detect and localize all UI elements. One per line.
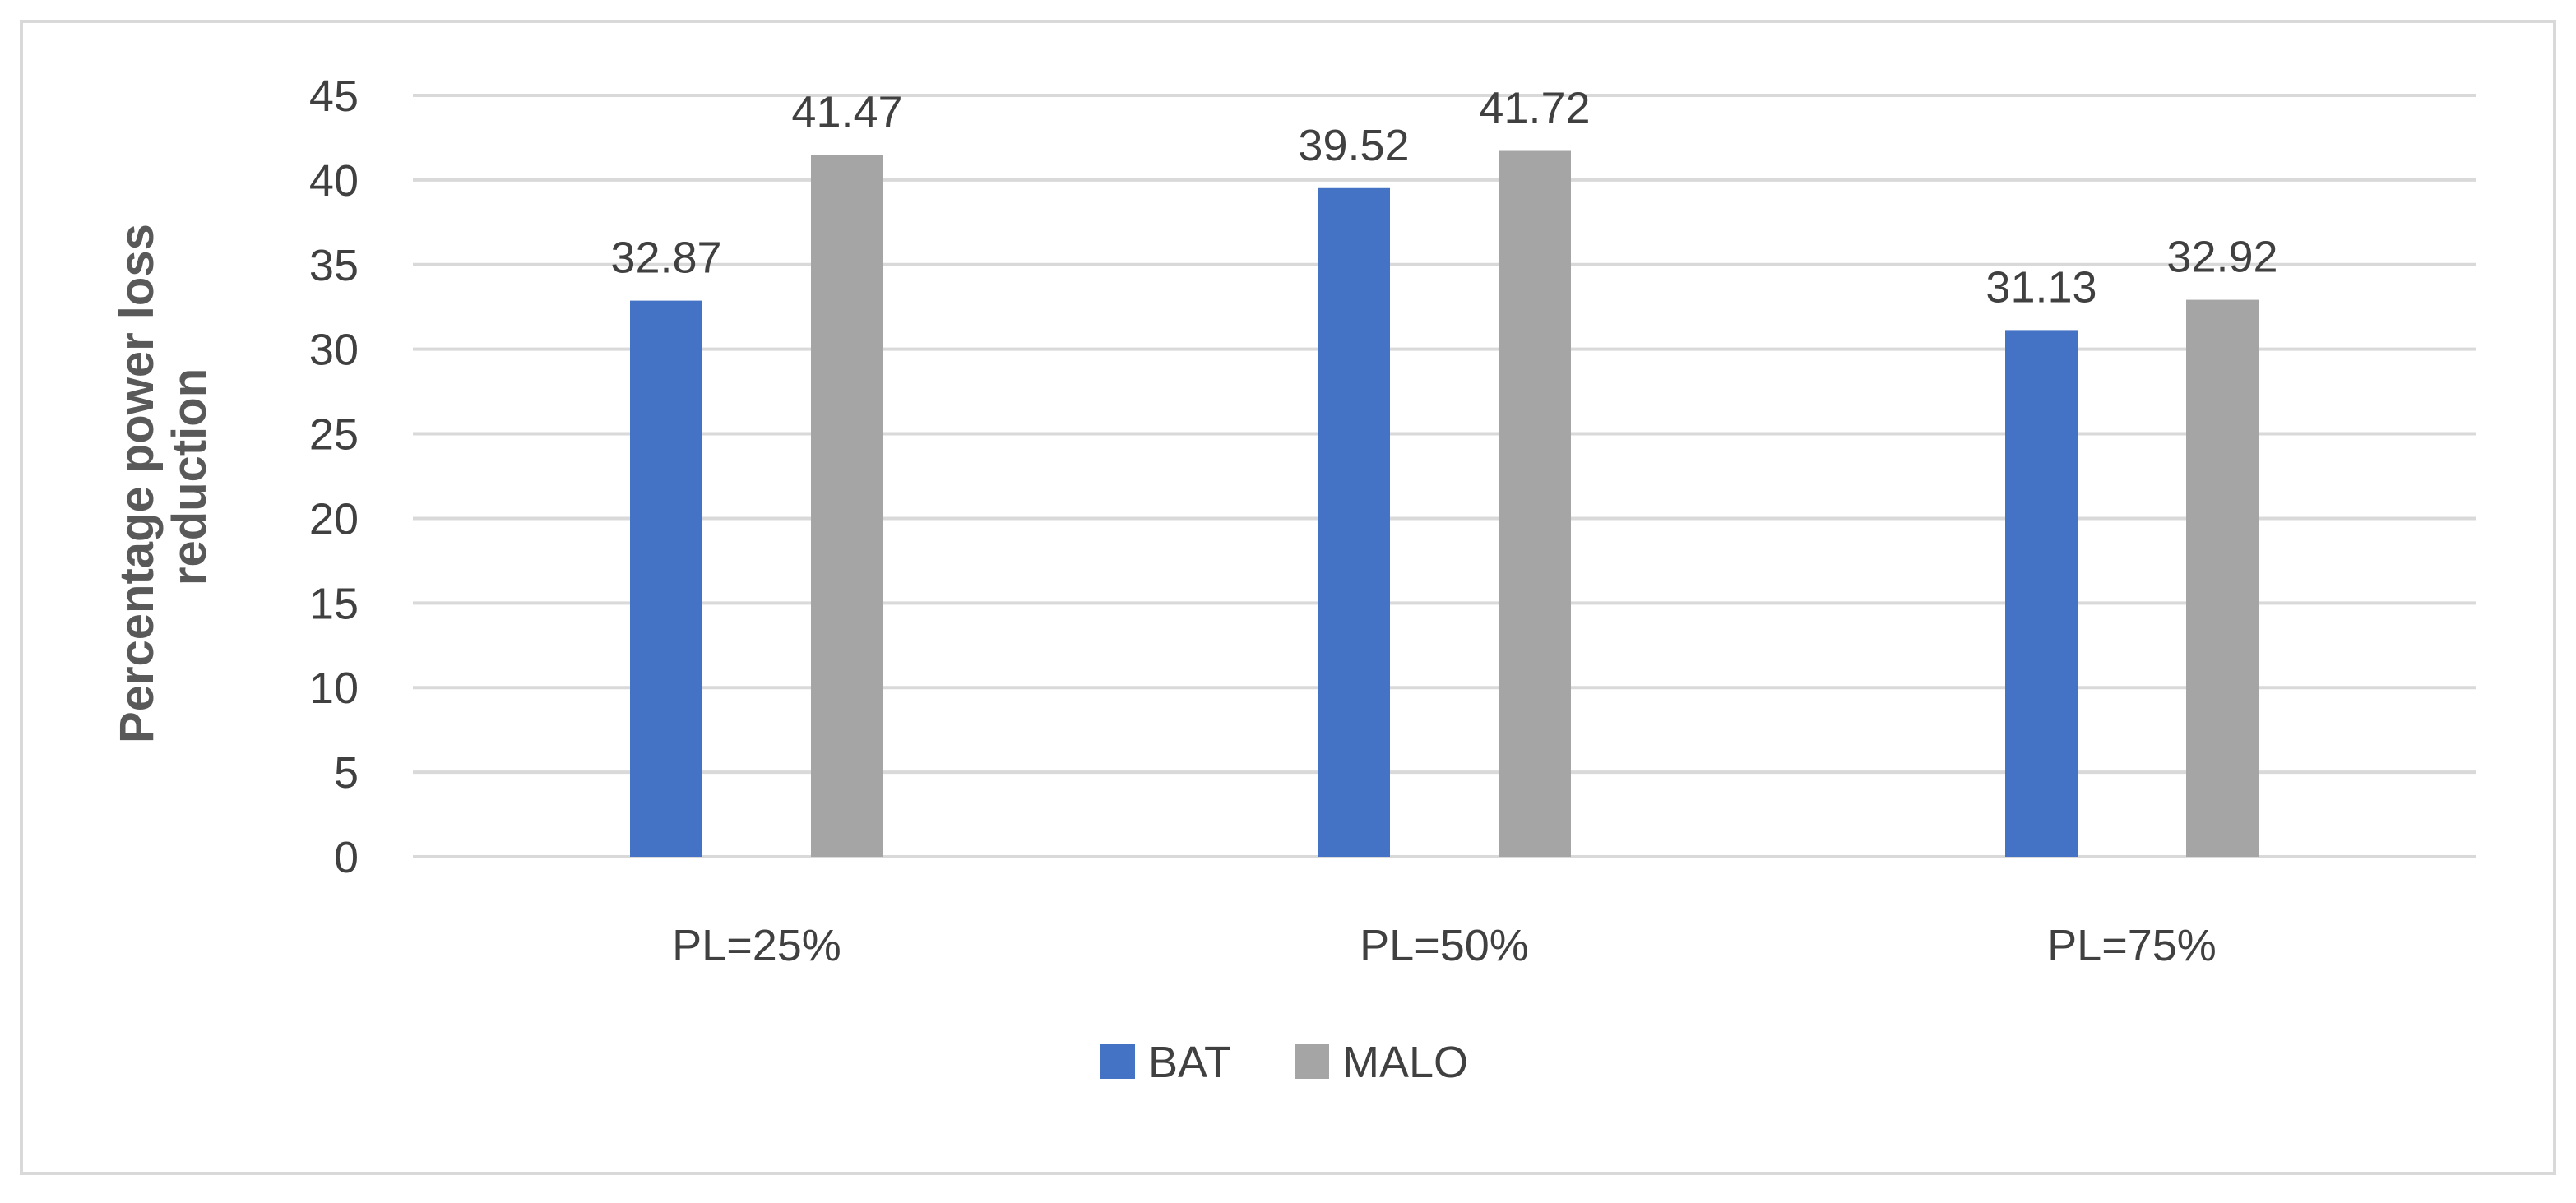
data-label-malo-2: 41.72 [1479, 83, 1590, 132]
y-tick-label: 20 [309, 494, 359, 544]
data-label-bat-2: 39.52 [1298, 121, 1409, 170]
y-axis-title-line-1: Percentage power loss [110, 224, 164, 743]
gridlines [413, 94, 2476, 858]
legend: BAT MALO [1100, 1038, 1468, 1087]
bar-malo-3 [2186, 299, 2259, 857]
legend-swatch-malo [1295, 1044, 1329, 1079]
x-tick-label: PL=75% [2047, 921, 2217, 970]
bar-bat-3 [2005, 330, 2078, 857]
x-axis-ticks: PL=25% PL=50% PL=75% [672, 921, 2217, 970]
legend-label-bat: BAT [1148, 1038, 1231, 1087]
y-tick-label: 10 [309, 664, 359, 713]
bar-bat-1 [630, 300, 702, 857]
y-axis-title: Percentage power loss reduction [110, 211, 216, 743]
y-axis-title-line-2: reduction [163, 368, 216, 585]
bar-malo-2 [1499, 150, 1571, 857]
data-label-bat-3: 31.13 [1985, 262, 2096, 312]
legend-label-malo: MALO [1342, 1038, 1468, 1087]
data-label-bat-1: 32.87 [610, 234, 721, 283]
y-tick-label: 25 [309, 410, 359, 460]
y-tick-label: 30 [309, 326, 359, 375]
data-label-malo-1: 41.47 [791, 88, 902, 137]
x-tick-label: PL=25% [672, 921, 841, 970]
y-tick-label: 5 [334, 748, 359, 798]
legend-swatch-bat [1100, 1044, 1135, 1079]
data-labels: 32.87 41.47 39.52 41.72 31.13 32.92 [610, 83, 2277, 312]
y-axis-ticks: 0 5 10 15 20 25 30 35 40 45 [309, 72, 359, 882]
x-tick-label: PL=50% [1360, 921, 1529, 970]
bar-malo-1 [811, 155, 883, 858]
chart-frame [20, 20, 2556, 1175]
bar-bat-2 [1318, 187, 1390, 857]
y-tick-label: 40 [309, 156, 359, 206]
y-tick-label: 45 [309, 72, 359, 121]
y-tick-label: 15 [309, 579, 359, 628]
y-tick-label: 0 [334, 833, 359, 882]
data-label-malo-3: 32.92 [2166, 233, 2277, 282]
bars [630, 150, 2259, 858]
y-tick-label: 35 [309, 241, 359, 290]
